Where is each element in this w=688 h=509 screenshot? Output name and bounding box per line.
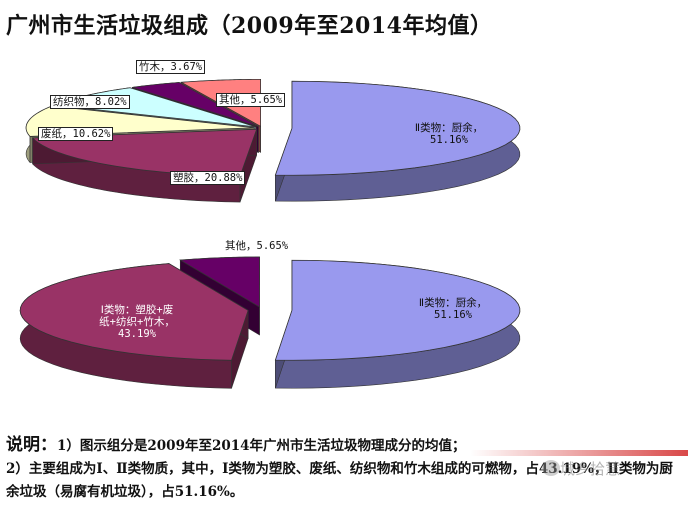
- label-bamboo: 竹木，3.67%: [136, 60, 206, 74]
- pie-2: [19, 256, 521, 389]
- label-kitchen-1: Ⅱ类物：厨余， 51.16%: [414, 122, 484, 146]
- label-other-1: 其他，5.65%: [216, 93, 286, 107]
- pie-2-slice-1: [19, 263, 249, 389]
- label-paper: 废纸，10.62%: [38, 127, 114, 141]
- label-kitchen-2: Ⅱ类物：厨余， 51.16%: [418, 297, 488, 321]
- notes-line-1: 说明：1）图示组分是2009年至2014年广州市生活垃圾物理成分的均值；: [6, 435, 466, 455]
- watermark-icon: [542, 460, 560, 476]
- pie-charts: [19, 78, 521, 389]
- notes: 说明：1）图示组分是2009年至2014年广州市生活垃圾物理成分的均值； 2）主…: [6, 434, 682, 504]
- page-title: 广州市生活垃圾组成（2009年至2014年均值）: [6, 13, 493, 39]
- pie-1-slice-0: [274, 80, 521, 202]
- label-other-2: 其他，5.65%: [225, 240, 289, 252]
- watermark: 城乡拾慧: [560, 460, 621, 478]
- label-class-one: Ⅰ类物：塑胶+废 纸+纺织+竹木， 43.19%: [99, 304, 175, 340]
- label-textile: 纺织物，8.02%: [50, 95, 130, 109]
- label-plastic: 塑胶，20.88%: [170, 171, 246, 185]
- pie-2-slice-0: [274, 259, 521, 389]
- notes-line-2: 2）主要组成为Ⅰ、Ⅱ类物质，其中，Ⅰ类物为塑胶、废纸、纺织物和竹木组成的可燃物，…: [6, 461, 673, 500]
- decorative-red-bar: [470, 450, 688, 456]
